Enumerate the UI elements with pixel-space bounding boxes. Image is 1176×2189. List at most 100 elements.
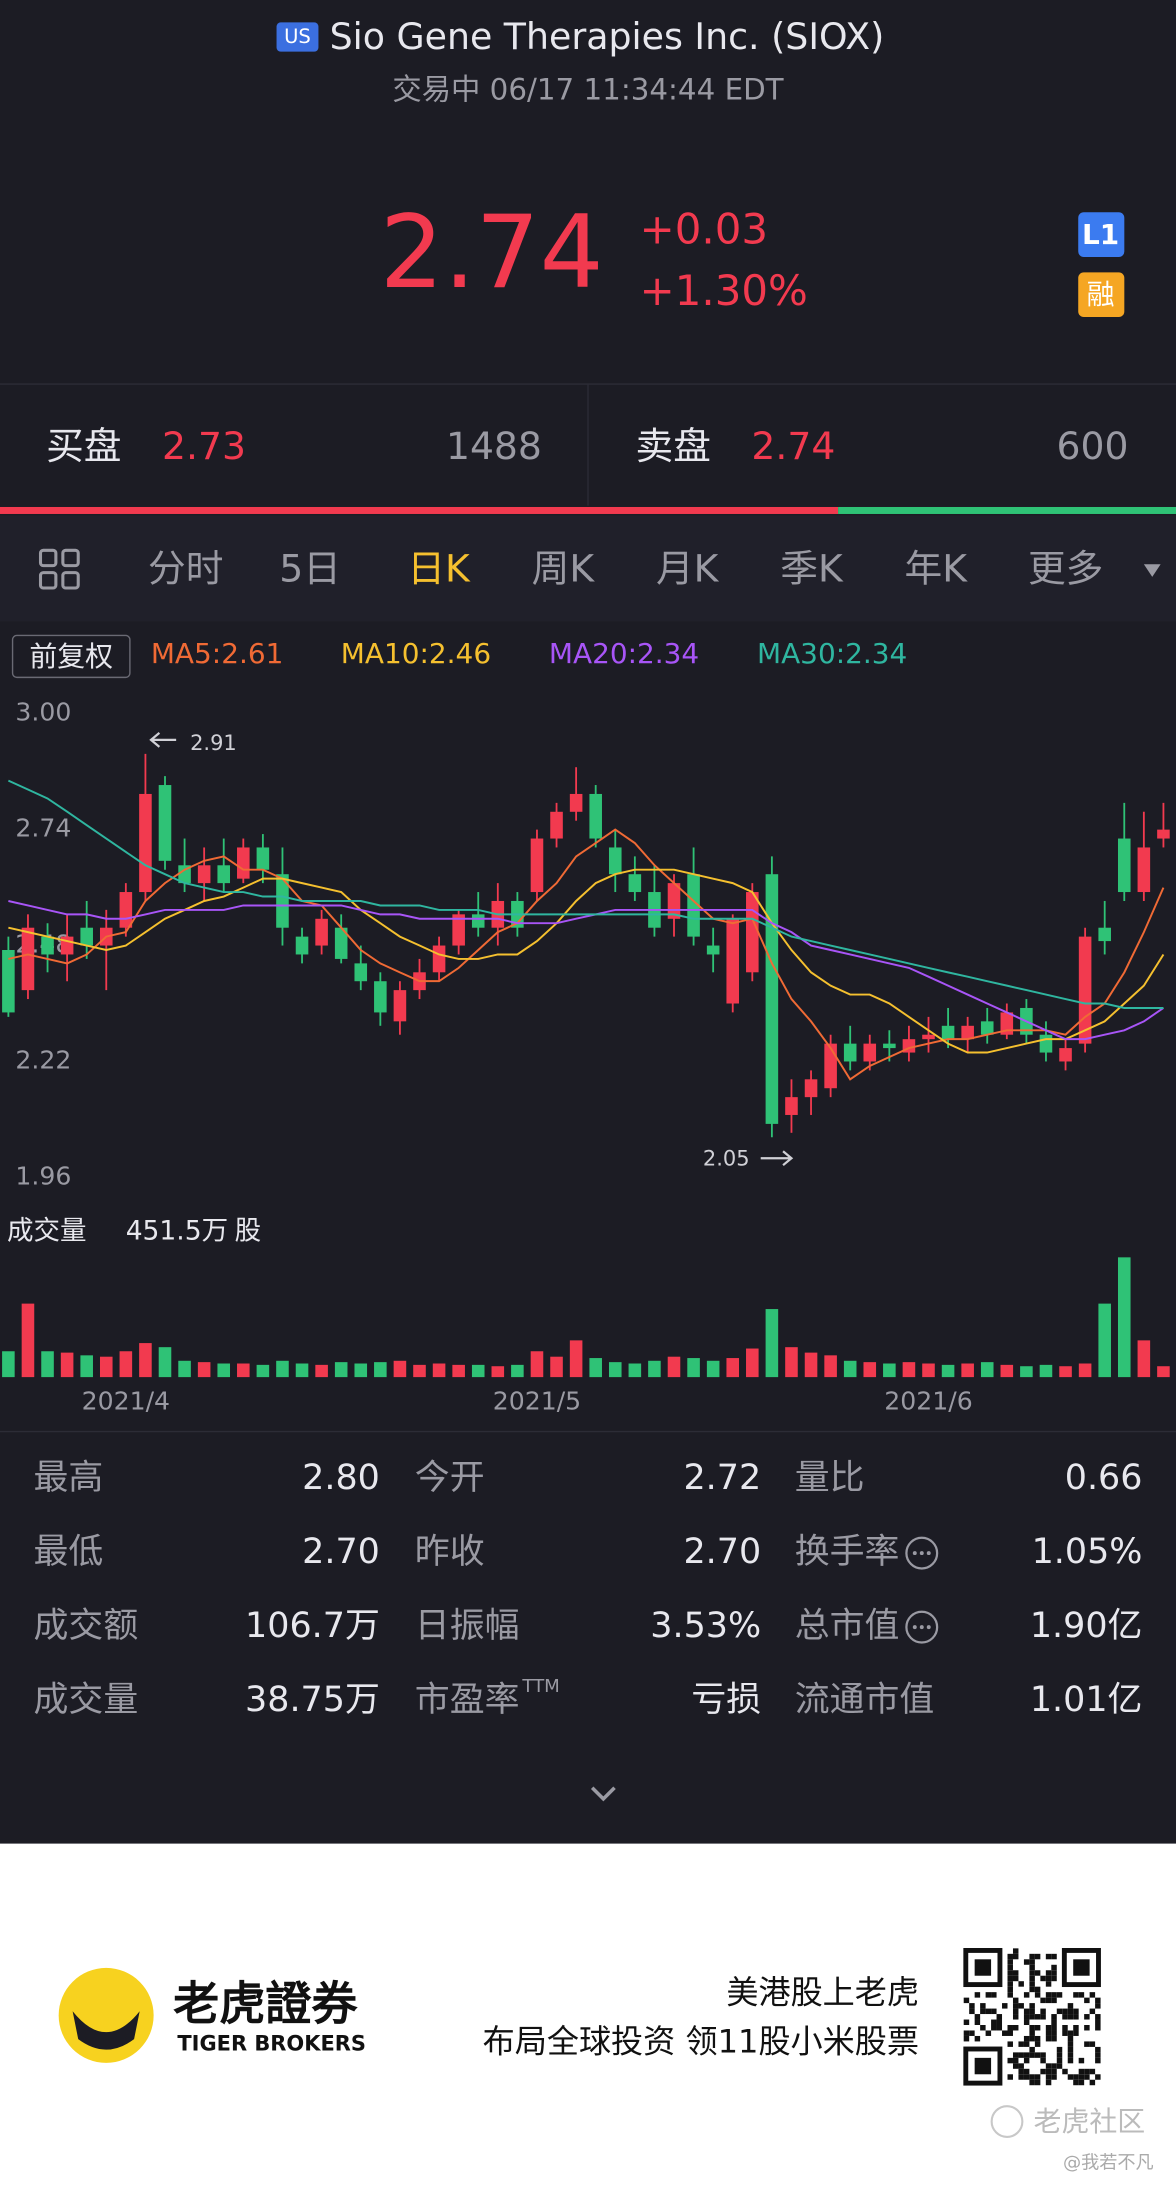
qr-cell	[1045, 2025, 1052, 2031]
qr-cell	[1045, 1997, 1052, 2004]
qr-cell	[1012, 2057, 1019, 2064]
tab[interactable]: 月K	[656, 547, 720, 591]
volume-bar	[432, 1363, 446, 1378]
candle-body	[393, 990, 407, 1022]
layout-icon[interactable]	[38, 548, 80, 590]
qr-cell	[1073, 2014, 1079, 2020]
tab[interactable]: 季K	[780, 547, 844, 591]
volume-bar	[608, 1362, 622, 1378]
stat-value: 2.80	[302, 1458, 380, 1498]
tab[interactable]: 更多	[1028, 547, 1103, 591]
candle-body	[1117, 838, 1131, 893]
tab[interactable]: 周K	[532, 547, 596, 591]
qr-cell	[1018, 2068, 1024, 2075]
qr-cell	[1089, 2041, 1096, 2047]
slogan-line: 布局全球投资 领11股小米股票	[483, 2022, 919, 2060]
info-dot	[926, 1625, 931, 1630]
trade-status: 交易中 06/17 11:34:44 EDT	[392, 72, 783, 106]
y-tick-label: 2.22	[15, 1045, 71, 1074]
candle-body	[550, 811, 563, 839]
qr-cell	[1045, 1975, 1052, 1982]
qr-cell	[1045, 2035, 1052, 2042]
qr-cell	[1029, 1981, 1035, 1987]
l1-badge-bg[interactable]	[1078, 212, 1125, 257]
qr-cell	[1095, 2003, 1101, 2009]
qr-cell	[1034, 2079, 1041, 2086]
qr-cell	[1034, 1986, 1041, 1993]
tab-bar	[0, 515, 1176, 622]
y-tick-label: 1.96	[15, 1161, 71, 1190]
volume-bar	[119, 1351, 133, 1378]
candle-body	[315, 918, 328, 946]
qr-cell	[1051, 1992, 1057, 1998]
margin-badge[interactable]: 融	[1087, 278, 1115, 311]
qr-cell	[1012, 2025, 1019, 2031]
stat-label: 成交额	[34, 1606, 139, 1646]
volume-bar	[393, 1360, 407, 1378]
qr-cell	[1023, 2057, 1030, 2064]
qr-cell	[1073, 2079, 1079, 2086]
qr-cell	[1067, 2041, 1074, 2047]
tab[interactable]: 日K	[407, 547, 471, 591]
adjust-label[interactable]: 前复权	[29, 640, 113, 673]
stat-label: 总市值	[795, 1606, 900, 1646]
volume-bar	[746, 1348, 759, 1378]
candle-body	[452, 914, 465, 946]
qr-cell	[1095, 2014, 1101, 2020]
volume-bar	[471, 1364, 485, 1378]
qr-cell	[1029, 1986, 1035, 1993]
info-dot	[912, 1551, 917, 1556]
qr-cell	[1056, 1992, 1063, 1998]
expand-chevron[interactable]	[590, 1786, 616, 1802]
qr-cell	[1007, 2041, 1013, 2047]
stat-label: 昨收	[415, 1532, 485, 1572]
margin-badge-bg[interactable]	[1078, 272, 1125, 318]
brand-cn: 老虎證券	[173, 1977, 358, 2031]
stat-label: 换手率	[795, 1532, 900, 1572]
tab[interactable]: 5日	[279, 547, 341, 591]
tab[interactable]: 年K	[905, 547, 969, 591]
qr-cell	[1018, 2074, 1024, 2080]
volume-bar	[902, 1362, 916, 1378]
tab[interactable]: 分时	[148, 547, 223, 591]
l1-badge[interactable]: L1	[1082, 218, 1119, 251]
candle-body	[2, 950, 15, 1013]
candle-body	[804, 1079, 818, 1098]
qr-cell	[1045, 2030, 1052, 2036]
qr-cell	[1073, 2030, 1079, 2036]
qr-cell	[991, 2008, 997, 2015]
candle-body	[276, 874, 289, 928]
bid-ask-bar	[0, 506, 1176, 514]
qr-cell	[1040, 1997, 1046, 2004]
qr-cell	[963, 2019, 970, 2026]
qr-cell	[996, 2019, 1003, 2026]
price-change: +0.03	[640, 204, 768, 253]
info-icon[interactable]	[905, 1610, 939, 1644]
qr-cell	[1051, 2030, 1057, 2036]
volume-bar	[178, 1360, 191, 1378]
volume-unit: 股	[235, 1215, 262, 1246]
qr-cell	[1062, 2025, 1068, 2031]
author: @我若不凡	[1063, 2152, 1154, 2173]
volume-bar	[824, 1355, 837, 1378]
qr-cell	[1084, 2041, 1090, 2047]
qr-cell	[1084, 2074, 1090, 2080]
ask-price: 2.74	[751, 424, 835, 468]
qr-cell	[1067, 2014, 1074, 2020]
qr-cell	[1034, 2074, 1041, 2080]
qr-cell	[1056, 2046, 1063, 2053]
stat-value: 2.72	[683, 1458, 761, 1498]
candle-body	[824, 1043, 837, 1089]
more-arrow[interactable]	[1143, 564, 1161, 577]
qr-cell	[1007, 2074, 1013, 2080]
candle-body	[883, 1043, 896, 1049]
info-icon[interactable]	[905, 1536, 939, 1570]
max-label: 2.91	[190, 731, 237, 755]
market-badge-bg	[276, 22, 319, 52]
qr-cell	[1051, 2014, 1057, 2020]
logo-mark	[72, 2011, 140, 2050]
candle-body	[158, 785, 172, 861]
qr-cell	[1007, 2057, 1013, 2064]
volume-bar	[667, 1356, 681, 1378]
adjust-button[interactable]	[11, 634, 131, 679]
